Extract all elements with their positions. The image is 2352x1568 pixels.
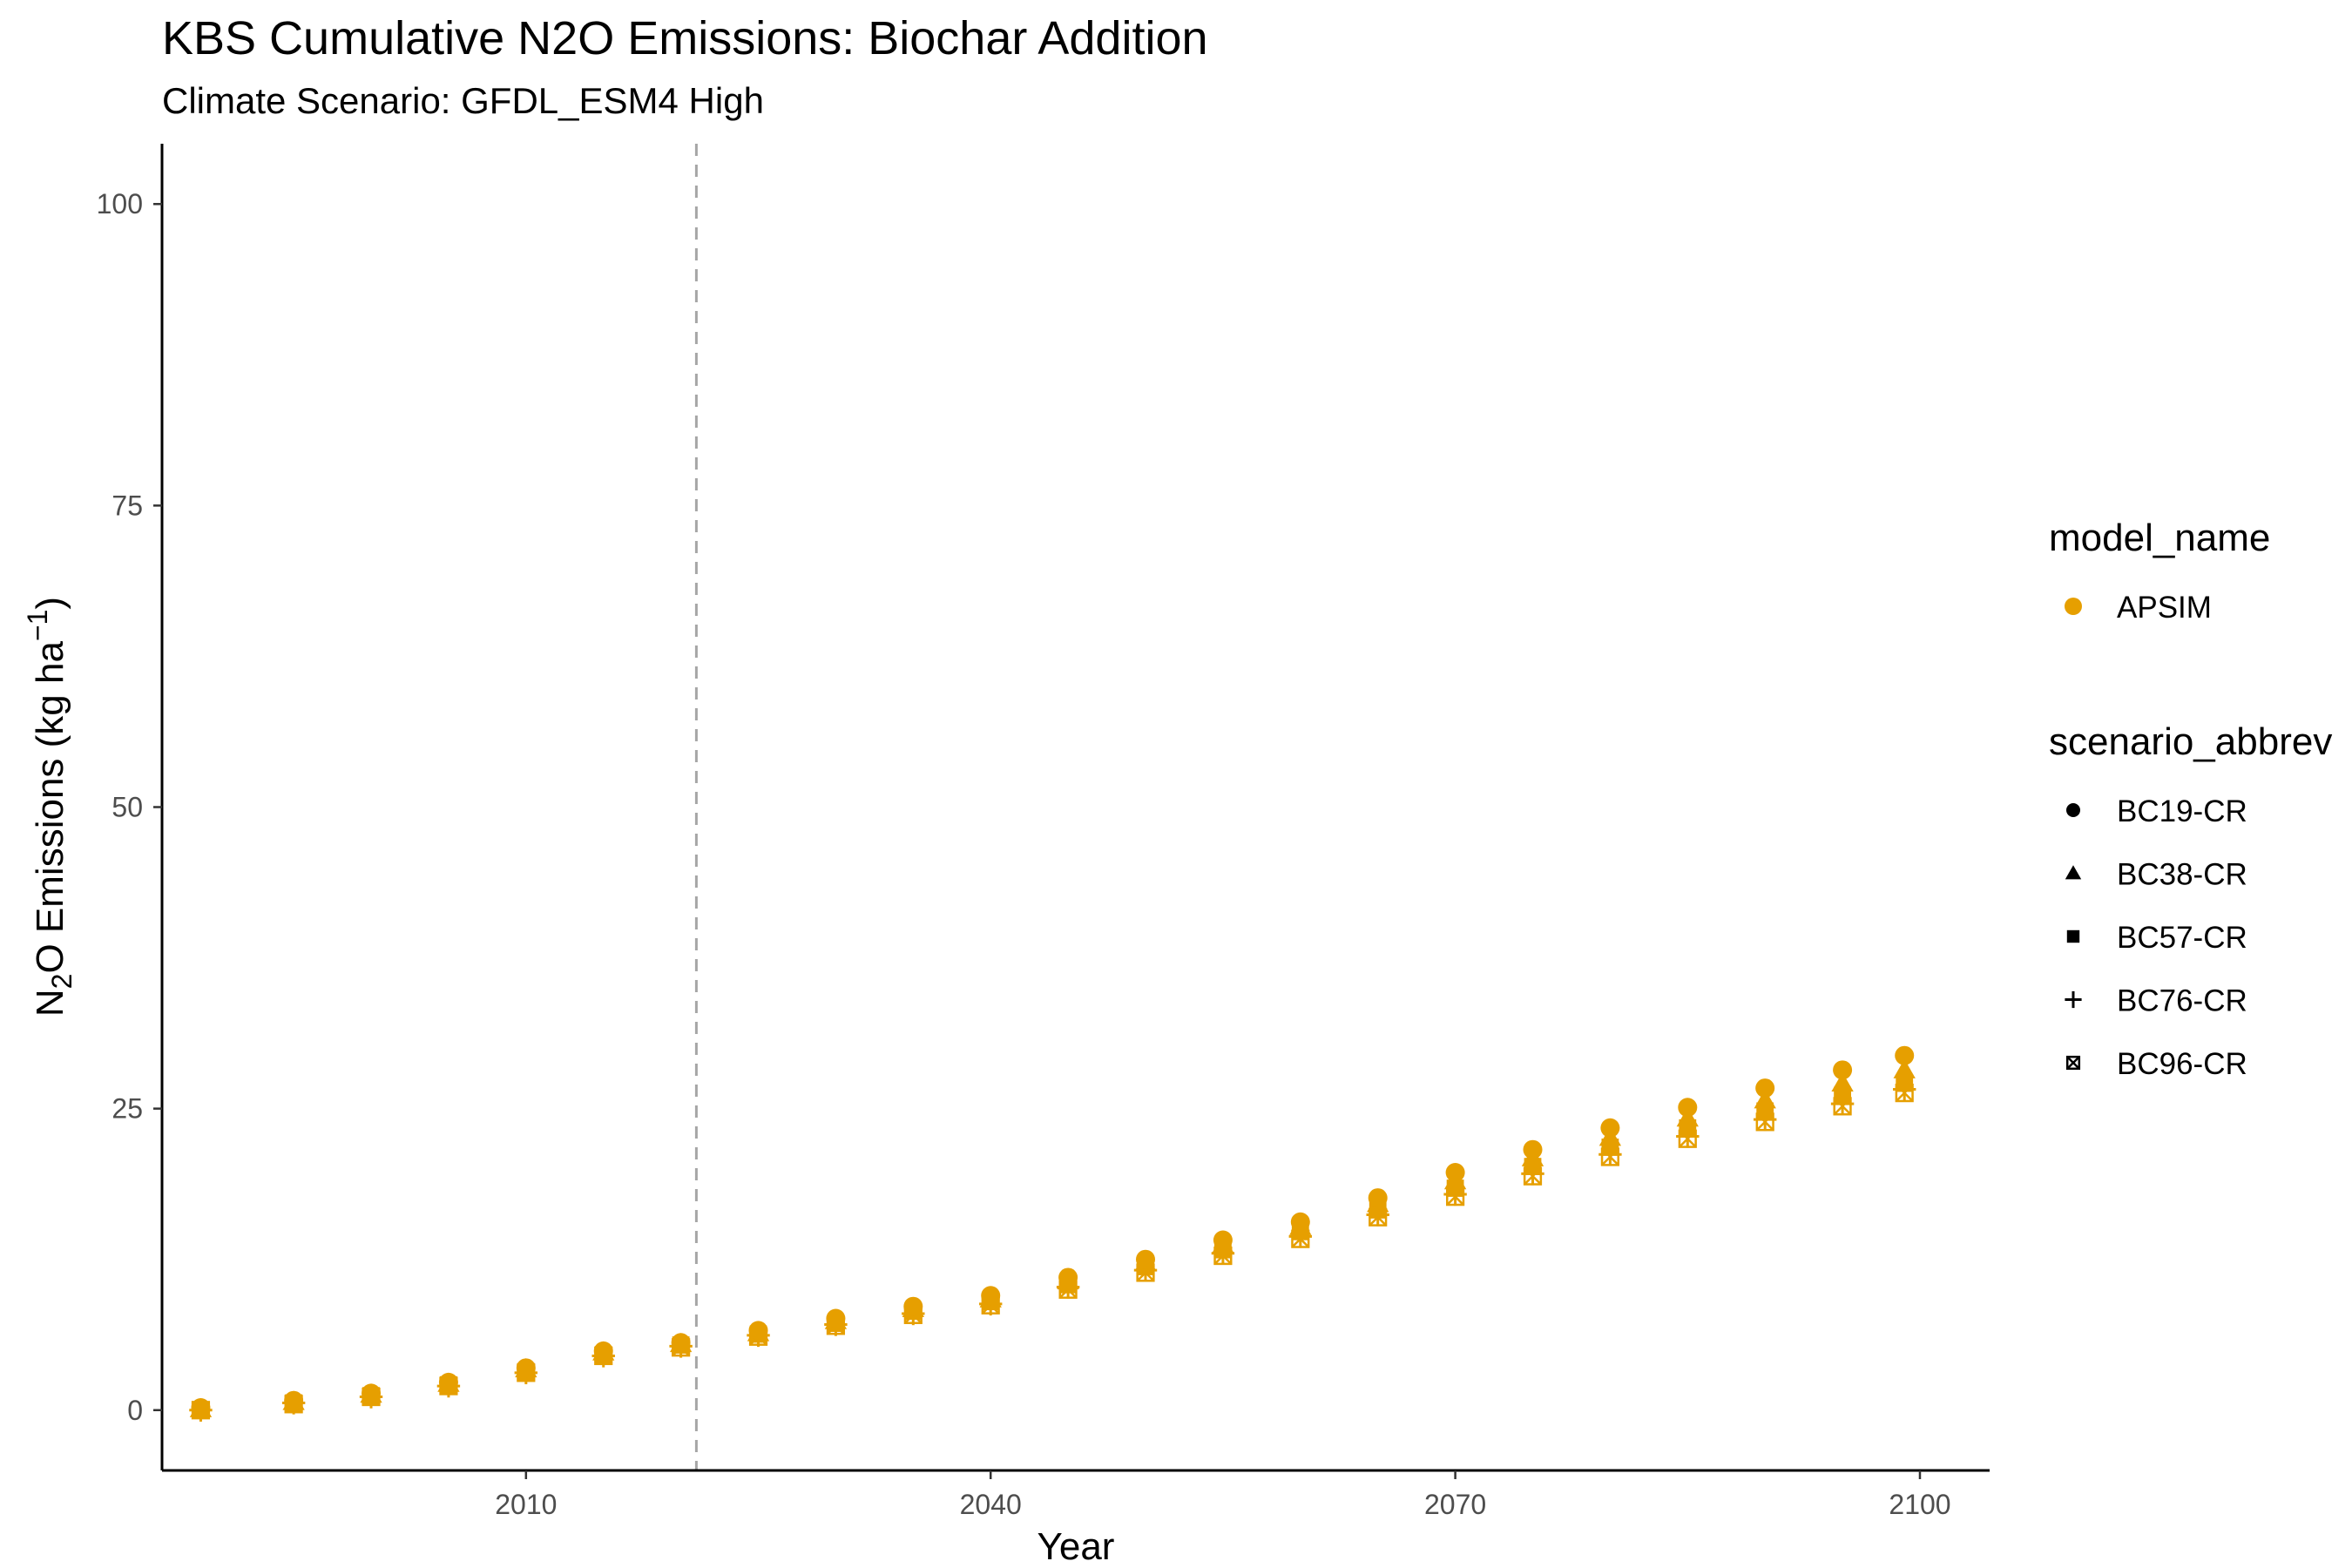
data-point xyxy=(1523,1139,1543,1159)
data-point xyxy=(1290,1212,1310,1232)
data-point xyxy=(1831,1071,1854,1092)
data-point xyxy=(438,1372,458,1392)
legend-key-BC57-CR xyxy=(2066,929,2080,943)
data-point xyxy=(1058,1267,1078,1288)
color-legend-items: APSIM xyxy=(2065,591,2212,625)
x-tick-label: 2100 xyxy=(1889,1489,1950,1520)
data-point xyxy=(671,1333,691,1353)
shape-legend-title: scenario_abbrev xyxy=(2049,720,2332,763)
chart-title: KBS Cumulative N2O Emissions: Biochar Ad… xyxy=(162,12,1208,64)
legend-label-BC19-CR: BC19-CR xyxy=(2117,794,2247,828)
color-legend-title: model_name xyxy=(2049,517,2270,559)
y-tick-label: 25 xyxy=(112,1093,143,1125)
data-point xyxy=(1136,1249,1156,1269)
data-point xyxy=(284,1390,304,1410)
data-point xyxy=(1893,1058,1916,1078)
x-tick-label: 2070 xyxy=(1424,1489,1486,1520)
legend-label-BC76-CR: BC76-CR xyxy=(2117,984,2247,1018)
data-point xyxy=(1755,1078,1775,1098)
chart-subtitle: Climate Scenario: GFDL_ESM4 High xyxy=(162,80,764,121)
x-axis-ticks: 2010 2040 2070 2100 xyxy=(495,1470,1951,1520)
y-axis-title: N2O Emissions (kg ha−1) xyxy=(22,597,78,1017)
legend-label-BC57-CR: BC57-CR xyxy=(2117,921,2247,955)
y-tick-label: 50 xyxy=(112,792,143,823)
data-point xyxy=(1754,1089,1776,1109)
series-BC19-CR xyxy=(191,1045,1915,1418)
y-tick-label: 75 xyxy=(112,490,143,521)
legend-key-BC19-CR xyxy=(2066,803,2080,817)
data-point xyxy=(1600,1118,1620,1138)
series-BC57-CR xyxy=(192,1074,1914,1419)
data-point xyxy=(1213,1230,1233,1250)
plot-area xyxy=(189,144,1916,1470)
data-point xyxy=(1445,1163,1465,1183)
legend-label-BC38-CR: BC38-CR xyxy=(2117,858,2247,892)
legend-key-APSIM xyxy=(2065,598,2082,615)
legend-label-BC96-CR: BC96-CR xyxy=(2117,1047,2247,1081)
data-point xyxy=(981,1286,1001,1306)
series-BC96-CR xyxy=(191,1084,1914,1420)
data-point xyxy=(826,1308,846,1328)
x-tick-label: 2040 xyxy=(960,1489,1022,1520)
legend: model_name APSIM scenario_abbrev BC19-CR… xyxy=(2049,517,2332,1081)
y-axis-ticks: 0 25 50 75 100 xyxy=(97,188,162,1426)
shape-legend-items: BC19-CR BC38-CR BC57-CR BC76-CR BC96-CR xyxy=(2065,794,2247,1081)
data-point xyxy=(362,1383,382,1403)
y-tick-label: 100 xyxy=(97,188,143,220)
legend-label-APSIM: APSIM xyxy=(2117,591,2212,625)
legend-key-BC96-CR xyxy=(2065,1055,2081,1071)
data-point xyxy=(903,1296,923,1316)
series-BC76-CR xyxy=(189,1078,1916,1422)
x-axis-title: Year xyxy=(1037,1525,1115,1568)
data-point xyxy=(748,1321,768,1341)
x-tick-label: 2010 xyxy=(495,1489,557,1520)
data-point xyxy=(516,1358,536,1378)
data-point xyxy=(1678,1098,1698,1118)
data-point xyxy=(1896,1074,1914,1092)
y-tick-label: 0 xyxy=(127,1395,143,1426)
legend-key-BC38-CR xyxy=(2065,865,2082,880)
series-BC38-CR xyxy=(189,1058,1916,1417)
data-point xyxy=(1895,1045,1915,1065)
data-point xyxy=(1368,1188,1388,1208)
data-point xyxy=(1833,1060,1853,1080)
data-point xyxy=(191,1398,211,1418)
legend-key-BC76-CR xyxy=(2065,990,2082,1009)
data-point xyxy=(593,1341,613,1361)
